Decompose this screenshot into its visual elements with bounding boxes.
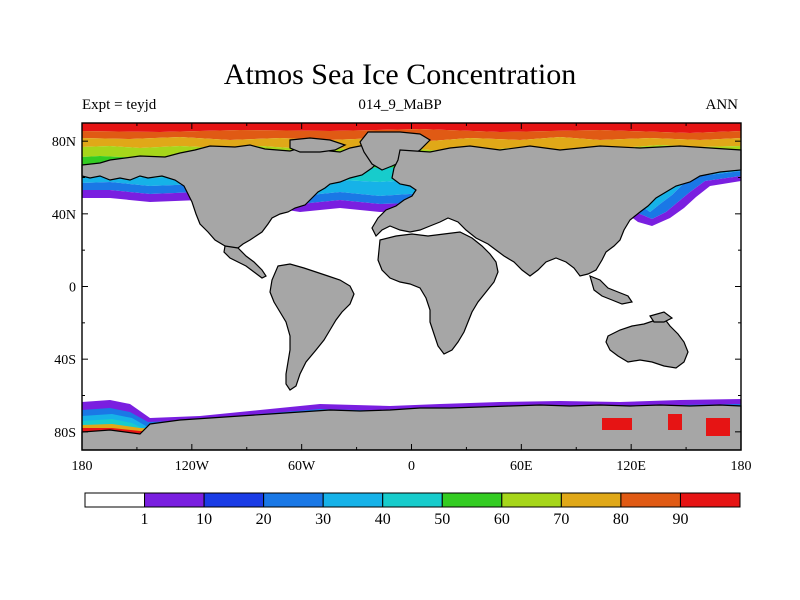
colorbar-label: 50 xyxy=(434,511,450,528)
colorbar-swatch xyxy=(203,492,265,508)
ice-patch-3 xyxy=(706,418,730,436)
y-tick-label: 80S xyxy=(54,426,76,441)
x-tick-label: 180 xyxy=(72,459,93,474)
land-north-america xyxy=(81,144,383,251)
x-tick-label: 180 xyxy=(731,459,752,474)
colorbar-label: 80 xyxy=(613,511,629,528)
x-tick-label: 60E xyxy=(510,459,533,474)
colorbar-swatch xyxy=(501,492,562,508)
experiment-label: Expt = teyjd xyxy=(82,97,157,113)
land-south-america xyxy=(269,263,355,391)
land-eurasia xyxy=(371,145,742,277)
colorbar-label: 60 xyxy=(494,511,510,528)
map-title: Atmos Sea Ice Concentration xyxy=(223,58,577,91)
colorbar-swatch xyxy=(679,492,741,508)
land-new-guinea xyxy=(649,311,674,323)
land-africa xyxy=(377,231,499,355)
land-australia xyxy=(605,317,689,369)
land-antarctica xyxy=(81,404,742,451)
x-tick-label: 120E xyxy=(616,459,646,474)
colorbar-label: 1 xyxy=(141,511,149,528)
colorbar-swatch xyxy=(144,492,205,508)
colorbar-swatch xyxy=(620,492,681,508)
land-north-america-arctic-islands xyxy=(289,137,347,153)
colorbar-label: 40 xyxy=(375,511,391,528)
colorbar-swatch xyxy=(322,492,384,508)
land-central-america xyxy=(223,245,267,279)
colorbar-label: 20 xyxy=(256,511,272,528)
map-panel xyxy=(81,123,742,451)
colorbar-label: 10 xyxy=(196,511,212,528)
season-label: ANN xyxy=(705,97,739,113)
y-tick-label: 40S xyxy=(54,353,76,368)
x-tick-label: 60W xyxy=(288,459,316,474)
colorbar-label: 70 xyxy=(553,511,569,528)
ice-patch-2 xyxy=(668,414,682,430)
colorbar: 1 10 20 30 40 50 60 70 80 90 xyxy=(84,492,741,528)
ice-patch-1 xyxy=(602,418,632,430)
axis-ticks: 180 120W 60W 0 60E 120E 180 80N 40N 0 40S 80S xyxy=(52,123,752,474)
land-masses xyxy=(81,131,742,451)
y-tick-label: 40N xyxy=(52,208,76,223)
colorbar-swatch xyxy=(441,492,503,508)
period-label: 014_9_MaBP xyxy=(358,97,442,113)
land-southeast-asia xyxy=(589,274,633,305)
x-tick-label: 0 xyxy=(408,459,415,474)
y-tick-label: 0 xyxy=(69,281,76,296)
x-tick-label: 120W xyxy=(175,459,210,474)
colorbar-swatch xyxy=(84,492,146,508)
y-tick-label: 80N xyxy=(52,135,76,150)
colorbar-label: 30 xyxy=(315,511,331,528)
colorbar-swatch xyxy=(382,492,443,508)
colorbar-label: 90 xyxy=(672,511,688,528)
colorbar-swatch xyxy=(263,492,324,508)
colorbar-swatch xyxy=(560,492,622,508)
arctic-ice-band-blue xyxy=(82,171,741,219)
